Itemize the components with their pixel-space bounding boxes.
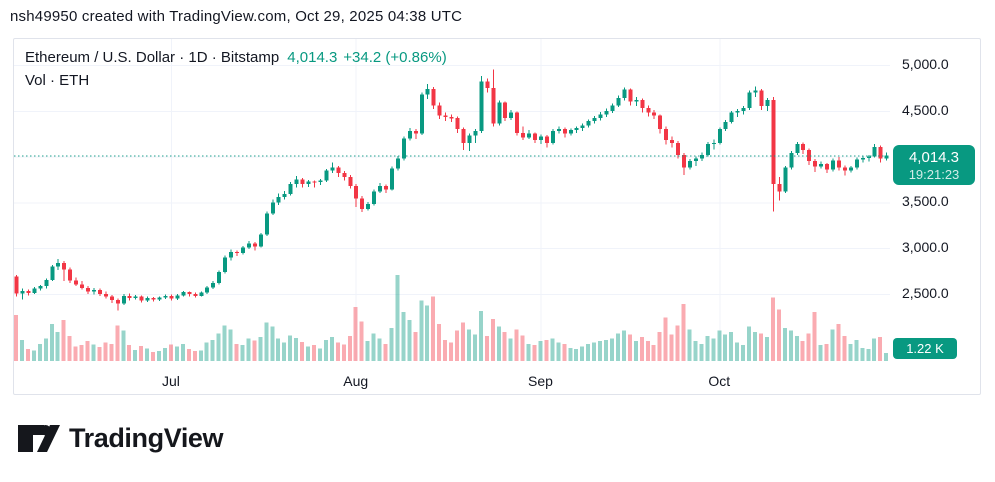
time-tick-label: Jul [162, 373, 180, 389]
price-tick-label: 3,000.0 [902, 239, 949, 256]
symbol-title[interactable]: Ethereum / U.S. Dollar · 1D · Bitstamp [25, 49, 280, 66]
volume-badge: 1.22 K [893, 338, 957, 359]
tradingview-logo-text[interactable]: TradingView [69, 423, 224, 453]
price-tick-label: 5,000.0 [902, 56, 949, 72]
time-axis[interactable]: Jul Aug Sep Oct [14, 361, 890, 395]
time-tick-label: Sep [528, 373, 553, 389]
price-axis[interactable]: 5,000.0 4,500.0 3,500.0 3,000.0 2,500.0 [890, 39, 981, 361]
price-tick-label: 4,500.0 [902, 101, 949, 118]
last-price-badge: 4,014.3 19:21:23 [893, 145, 975, 185]
time-tick-label: Aug [343, 373, 369, 389]
legend-last-price: 4,014.3 [287, 49, 338, 66]
time-tick-label: Oct [708, 373, 731, 389]
candlestick-chart[interactable] [14, 39, 980, 394]
attribution-text: nsh49950 created with TradingView.com, O… [10, 8, 463, 25]
chart-panel: Ethereum / U.S. Dollar · 1D · Bitstamp 4,… [13, 38, 981, 395]
price-tick-label: 3,500.0 [902, 193, 949, 210]
tradingview-logo-icon[interactable] [18, 424, 60, 453]
last-price-value: 4,014.3 [908, 148, 960, 166]
tradingview-footer: TradingView [18, 423, 224, 454]
price-tick-label: 2,500.0 [902, 285, 949, 301]
bar-countdown: 19:21:23 [908, 166, 960, 182]
volume-indicator-label[interactable]: Vol · ETH [25, 72, 90, 89]
legend-price-change: +34.2 (+0.86%) [343, 49, 447, 66]
chart-legend: Ethereum / U.S. Dollar · 1D · Bitstamp 4,… [25, 46, 447, 69]
